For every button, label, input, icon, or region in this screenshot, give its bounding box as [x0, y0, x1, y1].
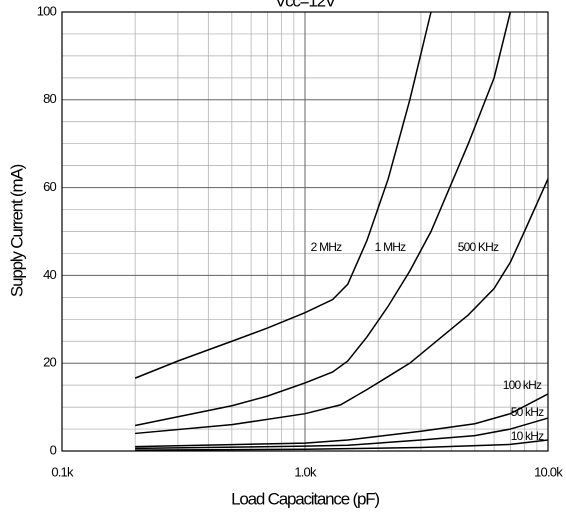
- y-tick-label: 0: [50, 442, 57, 457]
- series-label: 1 MHz: [375, 240, 406, 254]
- series-line: [134, 11, 432, 379]
- y-tick-label: 100: [37, 3, 57, 18]
- series-label: 10 kHz: [511, 429, 544, 443]
- series-label: 500 KHz: [458, 240, 499, 254]
- y-tick-label: 80: [43, 91, 56, 106]
- x-tick-label: 1.0k: [294, 464, 317, 479]
- series-line: [135, 417, 549, 450]
- series-line: [135, 439, 549, 451]
- series-line: [135, 393, 549, 448]
- series-line: [134, 11, 512, 427]
- series-label: 2 MHz: [311, 240, 342, 254]
- y-tick-label: 40: [43, 267, 56, 282]
- x-axis-label: Load Capacitance (pF): [231, 489, 379, 508]
- y-tick-label: 20: [43, 355, 56, 370]
- series-line: [135, 178, 549, 435]
- y-tick-label: 60: [43, 179, 56, 194]
- y-axis-label: Supply Current (mA): [7, 164, 26, 297]
- chart-title: Vcc=12V: [275, 0, 337, 10]
- series-label: 100 kHz: [503, 378, 542, 392]
- series-label: 50 kHz: [511, 405, 544, 419]
- plot-frame: [61, 11, 549, 452]
- x-tick-label: 10.0k: [534, 464, 563, 479]
- x-tick-label: 0.1k: [51, 464, 74, 479]
